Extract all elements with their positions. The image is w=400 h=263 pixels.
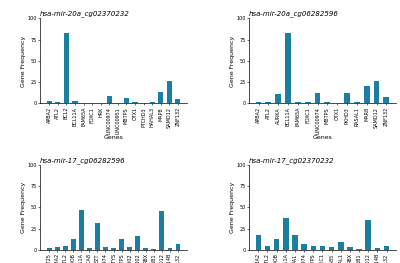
Bar (295, 102, 301, 104)
Bar (98, 103, 103, 104)
Bar (320, 246, 325, 250)
Bar (135, 236, 140, 250)
Bar (175, 99, 180, 104)
Bar (347, 247, 353, 250)
Bar (47, 248, 52, 250)
Bar (176, 244, 180, 250)
Bar (127, 247, 132, 250)
Bar (310, 246, 316, 250)
Y-axis label: Gene Frequency: Gene Frequency (230, 182, 235, 233)
Bar (79, 210, 84, 250)
Bar (366, 220, 371, 250)
Bar (364, 87, 370, 104)
Bar (324, 102, 330, 104)
Bar (107, 96, 112, 104)
Bar (266, 102, 271, 104)
Bar (71, 239, 76, 250)
Bar (356, 249, 362, 250)
Bar (64, 33, 69, 104)
Bar (314, 93, 320, 104)
Bar (158, 92, 163, 104)
Bar (384, 246, 389, 250)
Bar (275, 94, 281, 104)
Bar (55, 102, 60, 104)
Text: hsa-mir-17_cg06282596: hsa-mir-17_cg06282596 (40, 157, 126, 164)
Bar (384, 97, 389, 104)
Bar (265, 246, 270, 250)
Bar (111, 248, 116, 250)
Bar (374, 80, 380, 104)
Bar (63, 246, 68, 250)
Text: hsa-mir-17_cg02370232: hsa-mir-17_cg02370232 (249, 157, 334, 164)
Bar (115, 103, 120, 104)
Y-axis label: Gene Frequency: Gene Frequency (230, 35, 235, 87)
Bar (301, 244, 307, 250)
Bar (124, 98, 129, 104)
Bar (329, 247, 334, 250)
Bar (285, 33, 291, 104)
Bar (344, 93, 350, 104)
Bar (334, 103, 340, 104)
Bar (95, 224, 100, 250)
Bar (152, 249, 156, 250)
Bar (167, 80, 172, 104)
Bar (47, 101, 52, 104)
Bar (90, 103, 95, 104)
Y-axis label: Gene Frequency: Gene Frequency (21, 35, 26, 87)
Bar (132, 102, 138, 104)
Bar (274, 239, 279, 250)
Text: hsa-mir-20a_cg02370232: hsa-mir-20a_cg02370232 (40, 11, 130, 17)
Bar (256, 235, 261, 250)
X-axis label: Genes: Genes (104, 135, 124, 140)
X-axis label: Genes: Genes (312, 135, 332, 140)
Bar (103, 247, 108, 250)
Bar (283, 218, 288, 250)
Bar (143, 248, 148, 250)
Y-axis label: Gene Frequency: Gene Frequency (21, 182, 26, 233)
Bar (87, 248, 92, 250)
Bar (160, 211, 164, 250)
Bar (338, 242, 344, 250)
Bar (168, 248, 172, 250)
Bar (55, 247, 60, 250)
Bar (292, 235, 298, 250)
Bar (141, 103, 146, 104)
Bar (81, 103, 86, 104)
Bar (375, 248, 380, 250)
Bar (72, 101, 78, 104)
Bar (119, 239, 124, 250)
Bar (150, 102, 155, 104)
Bar (354, 102, 360, 104)
Bar (256, 102, 262, 104)
Bar (305, 102, 311, 104)
Text: hsa-mir-20a_cg06282596: hsa-mir-20a_cg06282596 (249, 11, 339, 17)
